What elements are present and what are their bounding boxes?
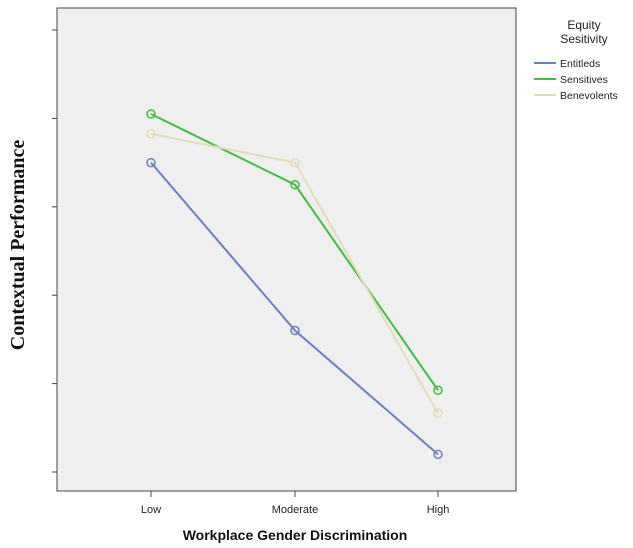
- y-axis-ticks: [52, 29, 57, 473]
- x-axis-title: Workplace Gender Discrimination: [183, 527, 408, 543]
- series-line-benevolents: [150, 132, 439, 414]
- legend-items: Entitleds Sensitives Benevolents: [534, 58, 618, 102]
- legend: Equity Sesitivity Entitleds Sensitives Ben…: [534, 18, 618, 102]
- data-point-sensitives: [146, 109, 156, 119]
- legend-title-line2: Sesitivity: [560, 32, 607, 46]
- x-tick-label: Low: [141, 504, 161, 516]
- x-axis-tick-labels: Low Moderate High: [141, 504, 449, 516]
- legend-label-sensitives: Sensitives: [560, 74, 608, 86]
- data-point-entitleds: [433, 449, 443, 460]
- data-point-entitleds: [290, 325, 300, 336]
- plot-area: [56, 7, 517, 492]
- legend-label-entitleds: Entitleds: [560, 58, 600, 70]
- series-line-entitleds: [150, 161, 439, 456]
- data-point-sensitives: [290, 179, 300, 190]
- series-line-sensitives: [150, 113, 439, 391]
- data-point-benevolents: [433, 408, 443, 418]
- x-tick-label: High: [427, 504, 450, 516]
- y-axis-title: Contextual Performance: [7, 140, 29, 351]
- data-point-entitleds: [146, 157, 156, 168]
- data-point-sensitives: [433, 385, 443, 395]
- x-axis-ticks: [150, 491, 439, 497]
- legend-title-line1: Equity: [567, 18, 600, 32]
- data-point-benevolents: [146, 129, 156, 139]
- x-tick-label: Moderate: [272, 504, 318, 516]
- legend-label-benevolents: Benevolents: [560, 90, 618, 102]
- data-point-benevolents: [290, 157, 300, 168]
- series-layer: [146, 109, 443, 460]
